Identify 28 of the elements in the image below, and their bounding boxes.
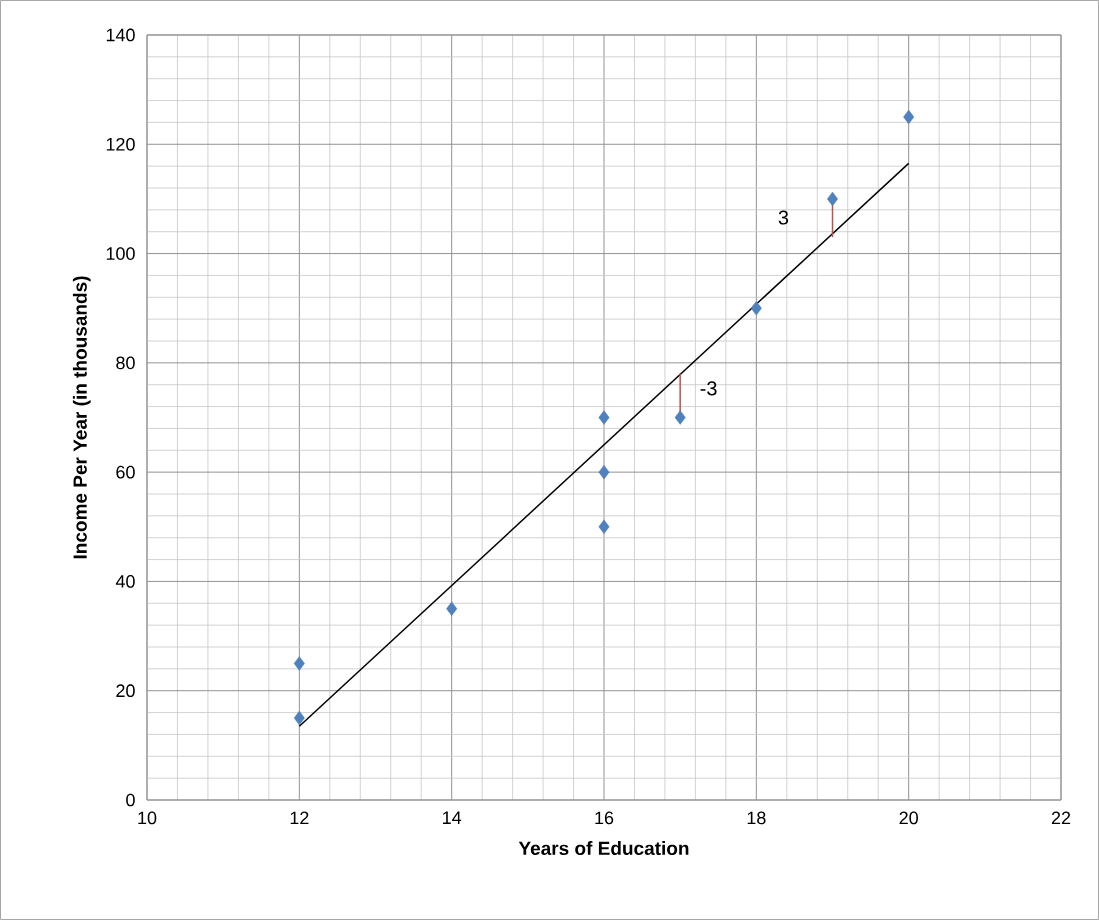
x-tick-label: 16 [595,811,614,825]
point [903,109,915,125]
y-axis-title: Income Per Year (in thousands) [72,276,91,559]
x-tick-label: 18 [747,811,766,825]
x-tick-label: 10 [138,811,157,825]
point [598,464,610,480]
point [598,410,610,425]
x-tick-label: 22 [1051,811,1071,825]
y-tick-label: 0 [126,793,135,807]
point [293,656,305,671]
y-tick-label: 140 [106,28,135,42]
annotation: 3 [778,210,789,225]
x-tick-label: 14 [443,811,462,824]
y-tick-label: 80 [116,356,135,370]
point [446,601,458,616]
annotation: -3 [700,381,717,396]
point [598,519,610,534]
point [750,301,762,316]
y-tick-label: 60 [116,465,135,479]
x-tick-label: 20 [899,811,918,825]
point [674,410,686,425]
y-tick-label: 120 [106,137,135,151]
y-tick-label: 40 [115,575,135,588]
y-tick-label: 20 [116,684,135,698]
y-tick-label: 100 [106,247,135,260]
point [293,710,305,726]
x-axis-title: Years of Education [518,841,689,856]
x-tick-label: 12 [290,811,309,825]
